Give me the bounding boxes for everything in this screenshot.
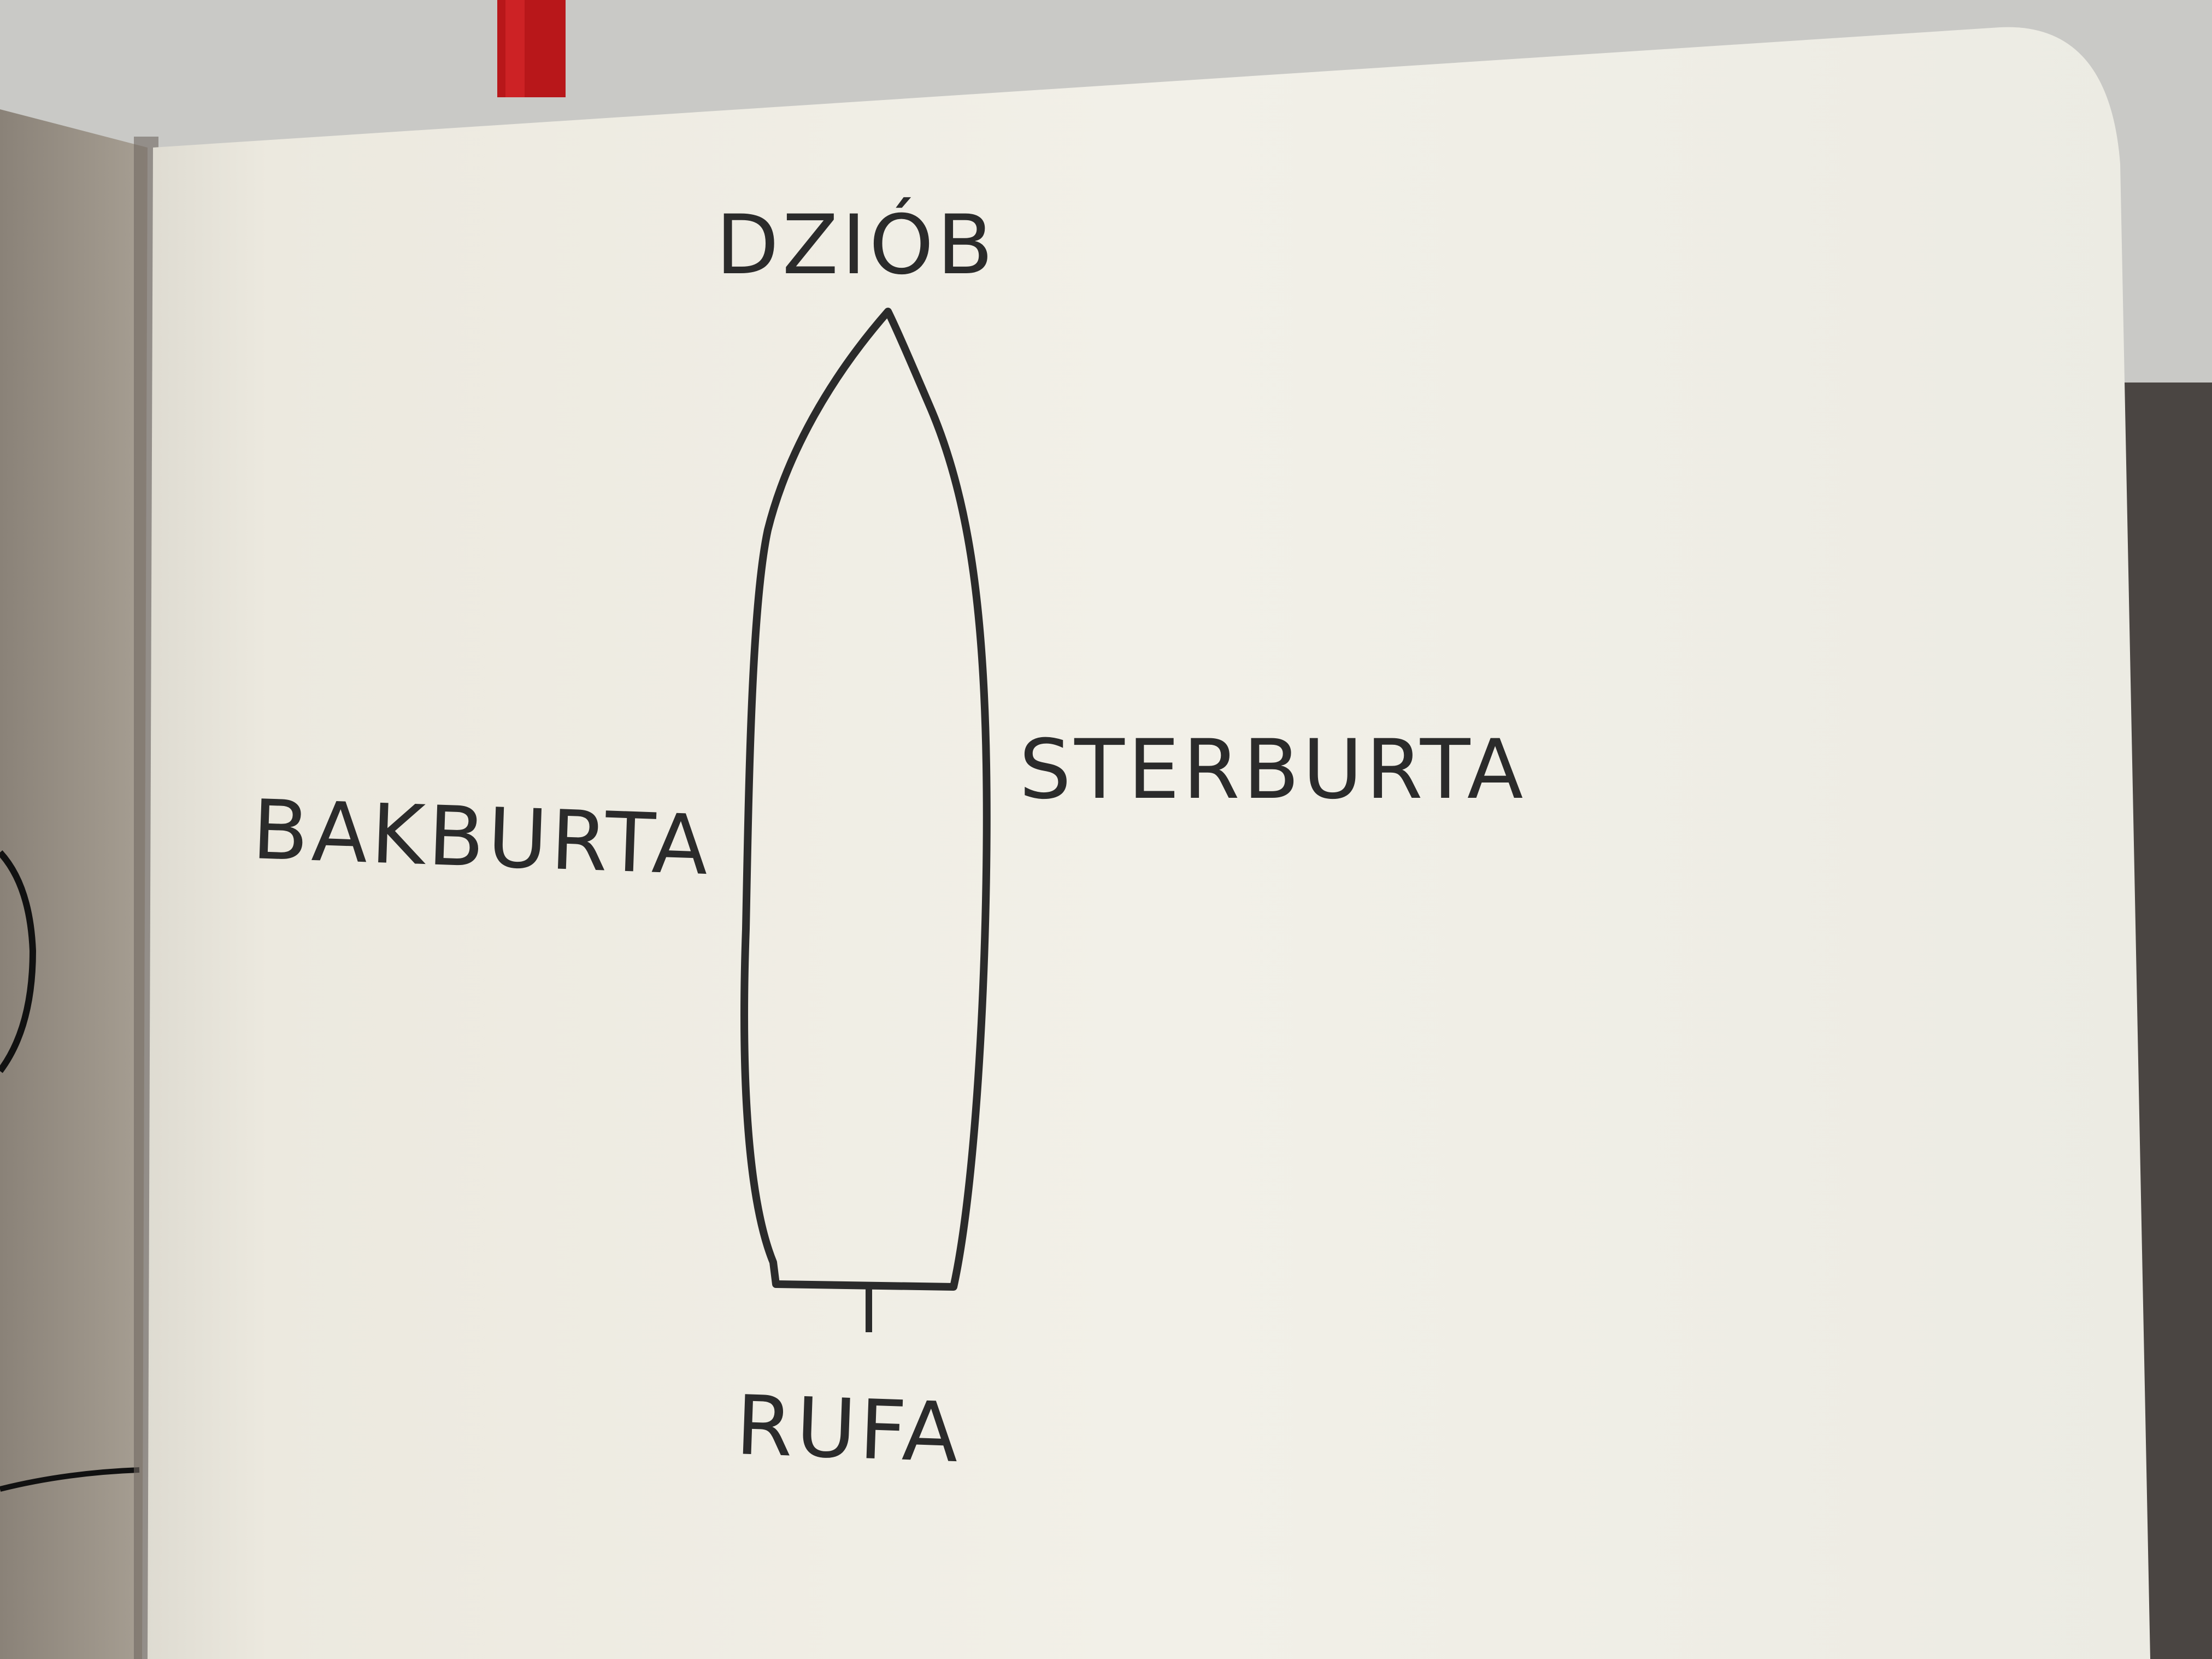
left-page-drawing (0, 850, 37, 1073)
label-starboard: STERBURTA (1019, 722, 1526, 817)
label-bow: DZIÓB (716, 197, 996, 293)
left-page (0, 109, 148, 1659)
label-stern: RUFA (734, 1378, 963, 1481)
label-port: BAKBURTA (251, 783, 713, 893)
left-page-line (0, 1467, 140, 1492)
right-page (148, 27, 2150, 1659)
boat-hull (740, 308, 991, 1291)
